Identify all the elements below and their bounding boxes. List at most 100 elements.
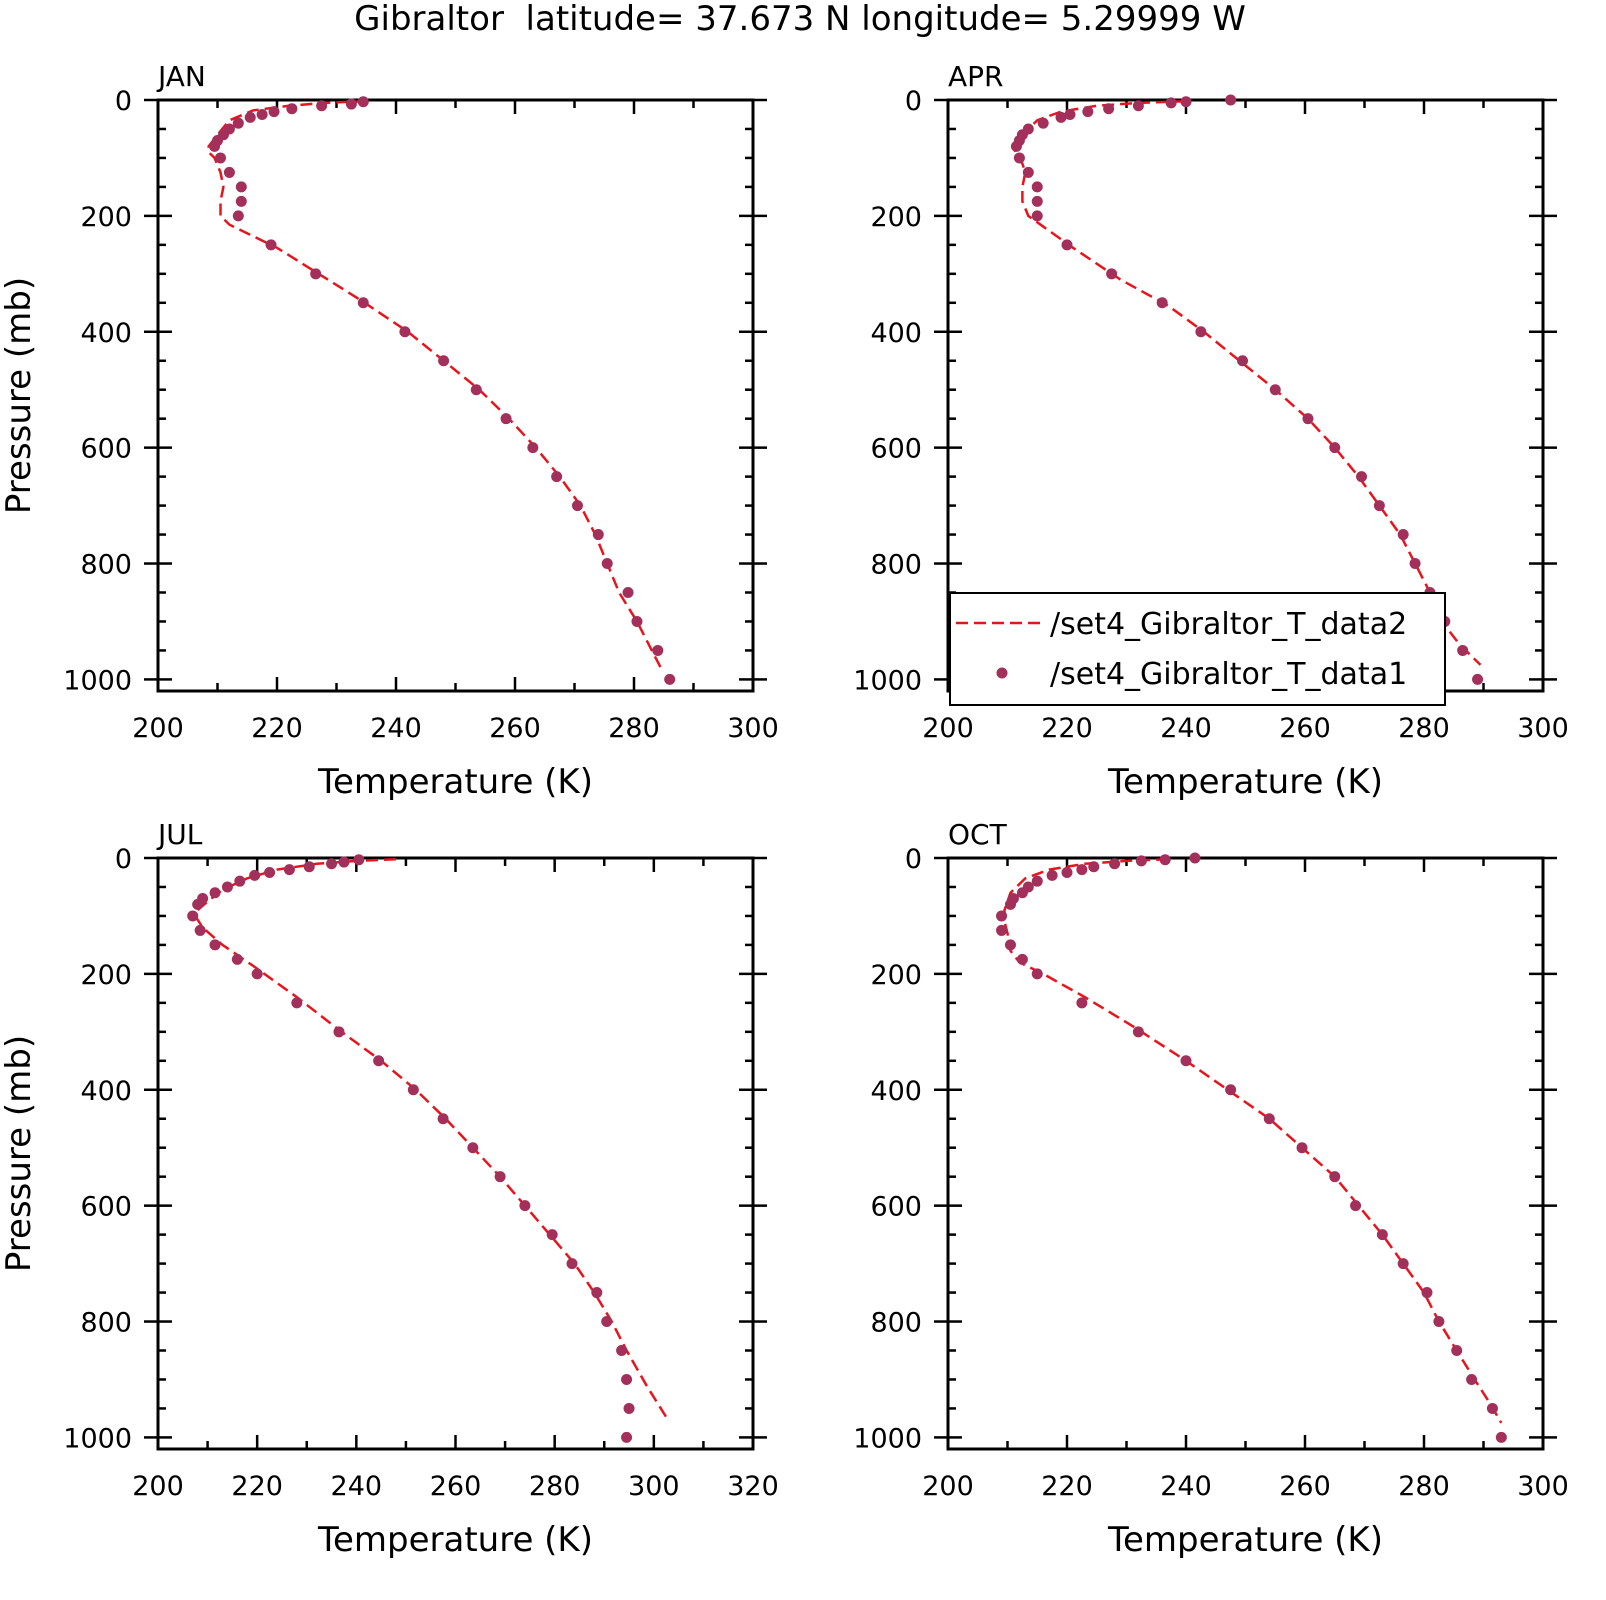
y-tick-label: 800: [870, 550, 922, 581]
x-tick-label: 280: [1398, 1471, 1450, 1502]
data-point-data1: [1472, 673, 1484, 685]
data-point-data1: [249, 869, 261, 881]
series-line-data2: [1003, 857, 1503, 1424]
series-line-data2: [193, 857, 668, 1418]
data-point-data1: [1451, 1345, 1463, 1356]
data-point-data1: [232, 117, 244, 129]
data-point-data1: [1022, 166, 1034, 178]
y-tick-label: 1000: [853, 665, 922, 696]
panel-label: OCT: [948, 818, 1008, 851]
data-point-data1: [221, 881, 233, 893]
x-tick-label: 320: [727, 1471, 779, 1502]
data-point-data1: [566, 1258, 578, 1270]
data-point-data1: [622, 587, 634, 598]
data-point-data1: [1180, 96, 1192, 108]
data-point-data1: [1466, 1373, 1478, 1385]
y-tick-label: 400: [870, 318, 922, 349]
data-point-data1: [519, 1200, 531, 1212]
data-point-data1: [256, 108, 268, 120]
legend-label-data1: /set4_Gibraltor_T_data1: [1050, 657, 1407, 692]
data-point-data1: [437, 1113, 449, 1125]
data-point-data1: [345, 98, 357, 110]
data-point-data1: [1329, 1171, 1341, 1183]
x-tick-label: 240: [331, 1471, 383, 1502]
data-point-data1: [194, 924, 206, 936]
data-point-data1: [1064, 108, 1076, 120]
data-point-data1: [1004, 939, 1016, 951]
x-tick-label: 200: [922, 1471, 974, 1502]
y-tick-label: 400: [870, 1076, 922, 1107]
data-point-data1: [467, 1142, 479, 1154]
legend-label-data2: /set4_Gibraltor_T_data2: [1050, 607, 1407, 642]
data-point-data1: [1031, 181, 1043, 193]
data-point-data1: [1156, 297, 1168, 309]
data-point-data1: [1132, 1026, 1144, 1038]
data-point-data1: [283, 864, 295, 876]
data-point-data1: [209, 887, 221, 899]
data-point-data1: [996, 924, 1008, 936]
data-point-data1: [1103, 103, 1115, 115]
x-tick-label: 300: [1517, 713, 1569, 744]
y-tick-label: 0: [905, 844, 922, 875]
data-point-data1: [664, 673, 676, 685]
data-point-data1: [1296, 1142, 1308, 1154]
data-point-data1: [1350, 1200, 1362, 1212]
x-tick-label: 260: [1279, 1471, 1331, 1502]
data-point-data1: [438, 355, 450, 367]
panel-label: JAN: [156, 60, 206, 93]
x-tick-label: 240: [1160, 1471, 1212, 1502]
panel-label: APR: [948, 60, 1004, 93]
legend-dot-swatch: [996, 667, 1008, 679]
data-point-data1: [616, 1345, 628, 1356]
y-tick-label: 600: [870, 434, 922, 465]
data-point-data1: [1031, 875, 1043, 887]
panel-apr: 200 220 240 260 280 300 0 200 400 600 800 1000 APR Te…: [853, 60, 1568, 802]
data-point-data1: [527, 442, 539, 454]
x-tick-label: 260: [430, 1471, 482, 1502]
x-tick-label: 300: [727, 713, 779, 744]
data-point-data1: [373, 1055, 385, 1067]
data-point-data1: [407, 1084, 419, 1096]
y-tick-label: 200: [870, 202, 922, 233]
y-axis-title: Pressure (mb): [0, 277, 39, 514]
x-tick-label: 260: [489, 713, 541, 744]
plot-frame: [156, 98, 755, 693]
data-point-data1: [591, 1287, 603, 1299]
x-tick-label: 220: [1041, 1471, 1093, 1502]
panels: 200 220 240 260 280 300 0 200 400 600 800 1000 JAN Te…: [0, 60, 1569, 1560]
x-axis-title: Temperature (K): [317, 762, 593, 802]
data-point-data1: [291, 997, 303, 1009]
data-point-data1: [1269, 384, 1281, 396]
data-point-data1: [333, 1026, 345, 1038]
data-point-data1: [621, 1431, 633, 1443]
data-point-data1: [235, 195, 247, 207]
y-tick-label: 600: [870, 1192, 922, 1223]
series-line-data2: [1012, 99, 1482, 666]
x-tick-label: 220: [231, 1471, 283, 1502]
data-point-data1: [326, 858, 338, 870]
data-point-data1: [1055, 111, 1067, 123]
data-point-data1: [357, 297, 369, 309]
data-point-data1: [1046, 869, 1058, 881]
data-point-data1: [601, 1316, 613, 1328]
plot-frame: [156, 856, 755, 1451]
data-point-data1: [652, 644, 664, 656]
x-tick-label: 260: [1279, 713, 1331, 744]
data-point-data1: [1409, 558, 1421, 570]
data-point-data1: [1004, 898, 1016, 910]
data-point-data1: [214, 152, 226, 164]
data-point-data1: [1031, 210, 1043, 222]
legend-box: [949, 592, 1446, 706]
data-point-data1: [209, 140, 221, 152]
x-tick-label: 220: [1041, 713, 1093, 744]
x-tick-label: 280: [529, 1471, 581, 1502]
data-point-data1: [235, 181, 247, 193]
data-point-data1: [494, 1171, 506, 1183]
y-tick-label: 800: [80, 1308, 132, 1339]
data-point-data1: [1135, 855, 1147, 867]
data-point-data1: [264, 866, 276, 878]
y-tick-label: 200: [80, 202, 132, 233]
data-point-data1: [232, 210, 244, 222]
data-point-data1: [1016, 953, 1028, 965]
